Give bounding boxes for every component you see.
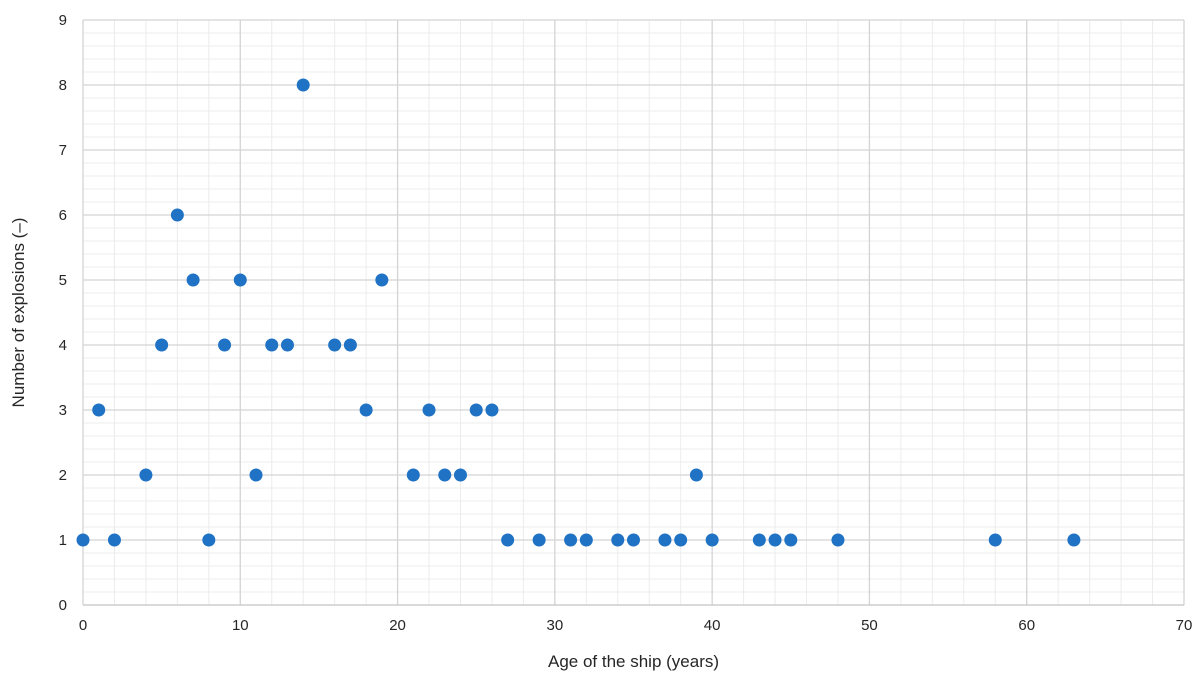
data-point <box>469 403 483 417</box>
x-tick-label: 0 <box>79 617 87 634</box>
x-tick-label: 50 <box>861 617 878 634</box>
data-point <box>752 533 766 547</box>
y-tick-label: 1 <box>59 532 67 549</box>
data-point <box>218 338 232 352</box>
data-point <box>280 338 294 352</box>
data-point <box>107 533 121 547</box>
data-point <box>139 468 153 482</box>
data-point <box>406 468 420 482</box>
data-point <box>233 273 247 287</box>
x-tick-label: 40 <box>704 617 721 634</box>
y-tick-label: 0 <box>59 597 67 614</box>
data-point <box>422 403 436 417</box>
minor-gridlines <box>82 19 1185 606</box>
data-point <box>689 468 703 482</box>
data-point <box>768 533 782 547</box>
data-point <box>155 338 169 352</box>
data-point <box>532 533 546 547</box>
y-tick-label: 4 <box>59 337 67 354</box>
data-points <box>76 78 1081 547</box>
y-tick-label: 8 <box>59 77 67 94</box>
data-point <box>988 533 1002 547</box>
data-point <box>627 533 640 547</box>
major-gridlines <box>82 19 1185 606</box>
y-tick-label: 6 <box>59 207 67 224</box>
x-tick-label: 60 <box>1018 617 1035 634</box>
y-axis-title: Number of explosions (–) <box>9 218 28 408</box>
y-tick-labels: 0 1 2 3 4 5 6 7 8 9 <box>59 12 67 614</box>
data-point <box>296 78 310 92</box>
data-point <box>186 273 200 287</box>
data-point <box>265 338 279 352</box>
data-point <box>92 403 106 417</box>
data-point <box>1067 533 1081 547</box>
x-tick-label: 20 <box>389 617 406 634</box>
data-point <box>170 208 184 222</box>
data-point <box>705 533 719 547</box>
y-tick-label: 2 <box>59 467 67 484</box>
data-point <box>76 533 90 547</box>
x-axis-title: Age of the ship (years) <box>548 652 719 671</box>
data-point <box>611 533 625 547</box>
x-tick-labels: 0 10 20 30 40 50 60 70 <box>79 617 1193 634</box>
data-point <box>784 533 798 547</box>
data-point <box>375 273 389 287</box>
data-point <box>831 533 845 547</box>
y-tick-label: 5 <box>59 272 67 289</box>
data-point <box>438 468 452 482</box>
data-point <box>658 533 672 547</box>
data-point <box>501 533 515 547</box>
x-tick-label: 10 <box>232 617 249 634</box>
x-tick-label: 70 <box>1176 617 1193 634</box>
x-tick-label: 30 <box>547 617 564 634</box>
data-point <box>564 533 578 547</box>
data-point <box>453 468 467 482</box>
y-tick-label: 7 <box>59 142 67 159</box>
data-point <box>579 533 593 547</box>
data-point <box>343 338 357 352</box>
y-tick-label: 9 <box>59 12 67 29</box>
data-point <box>359 403 373 417</box>
data-point <box>249 468 263 482</box>
data-point <box>485 403 499 417</box>
data-point <box>202 533 216 547</box>
data-point <box>328 338 342 352</box>
y-tick-label: 3 <box>59 402 67 419</box>
data-point <box>674 533 688 547</box>
